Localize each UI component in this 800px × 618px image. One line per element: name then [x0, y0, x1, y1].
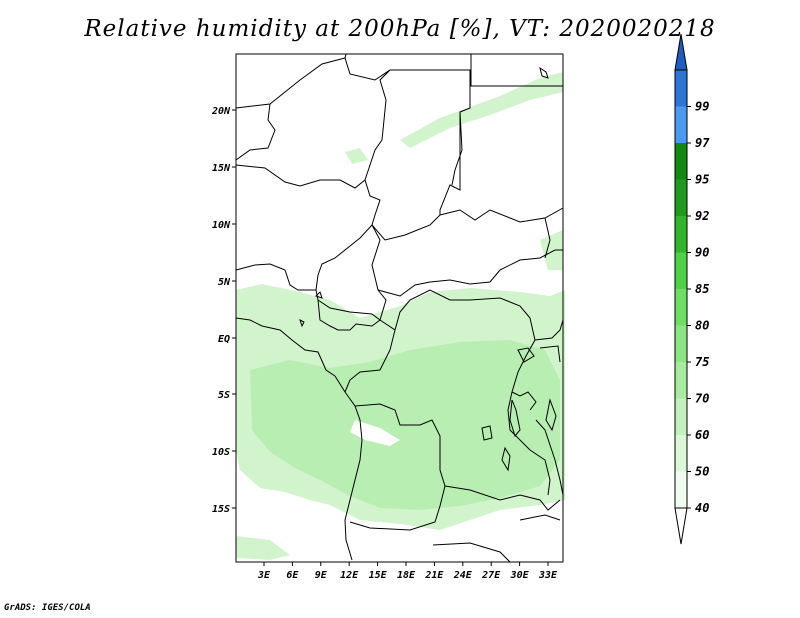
colorbar-swatch	[675, 471, 687, 508]
colorbar-swatch	[675, 325, 687, 362]
colorbar-swatch	[675, 179, 687, 216]
colorbar-label: 75	[695, 355, 709, 369]
lon-label: 6E	[286, 570, 299, 581]
lon-label: 27E	[481, 570, 501, 581]
colorbar-swatch	[675, 398, 687, 435]
lon-label: 3E	[257, 570, 271, 581]
colorbar-swatch	[675, 435, 687, 472]
colorbar-label: 85	[695, 282, 709, 296]
colorbar-swatch	[675, 216, 687, 253]
colorbar-label: 90	[695, 246, 709, 260]
colorbar-label: 70	[695, 392, 709, 406]
lon-label: 21E	[424, 570, 444, 581]
lon-label: 33E	[538, 570, 558, 581]
lon-label: 12E	[340, 570, 359, 581]
credit-label: GrADS: IGES/COLA	[4, 603, 91, 613]
colorbar-label: 97	[695, 136, 710, 150]
lon-label: 18E	[397, 570, 416, 581]
colorbar-label: 99	[695, 100, 709, 114]
colorbar-label: 50	[695, 465, 709, 479]
lat-label: 20N	[211, 106, 231, 117]
lon-label: 15E	[369, 570, 388, 581]
colorbar-bottom-arrow	[674, 507, 688, 545]
colorbar-label: 60	[695, 428, 709, 442]
lon-label: 9E	[315, 570, 328, 581]
colorbar-swatch	[675, 252, 687, 289]
longitude-axis: 3E 6E 9E 12E 15E 18E 21E 24E 27E 30E 33E	[257, 562, 558, 581]
country-borders	[235, 53, 564, 563]
colorbar-swatch	[675, 106, 687, 143]
dry-patch	[350, 420, 400, 446]
lat-label: 15N	[212, 163, 231, 174]
lat-label: 5S	[218, 390, 230, 401]
lon-label: 30E	[510, 570, 530, 581]
colorbar: 40 50 60 70 75 80 85 90 92 95 97 99	[674, 33, 710, 545]
lat-label: 5N	[218, 277, 231, 288]
colorbar-swatch	[675, 143, 687, 180]
colorbar-label: 92	[695, 209, 709, 223]
map-title: Relative humidity at 200hPa [%], VT: 202…	[84, 16, 716, 42]
colorbar-swatch	[675, 70, 687, 107]
colorbar-label: 80	[695, 319, 709, 333]
colorbar-swatch	[675, 289, 687, 326]
colorbar-label: 95	[695, 173, 709, 187]
lat-label: EQ	[218, 334, 230, 345]
lat-label: 15S	[212, 504, 230, 515]
colorbar-swatch	[675, 362, 687, 399]
lon-label: 24E	[453, 570, 473, 581]
latitude-axis: 20N 15N 10N 5N EQ 5S 10S 15S	[211, 106, 236, 515]
lat-label: 10S	[212, 447, 230, 458]
colorbar-label: 40	[695, 501, 709, 515]
humidity-fill	[236, 72, 565, 560]
colorbar-top-arrow	[674, 33, 688, 71]
lat-label: 10N	[212, 220, 231, 231]
map-frame	[235, 53, 564, 563]
lakes	[299, 66, 557, 472]
